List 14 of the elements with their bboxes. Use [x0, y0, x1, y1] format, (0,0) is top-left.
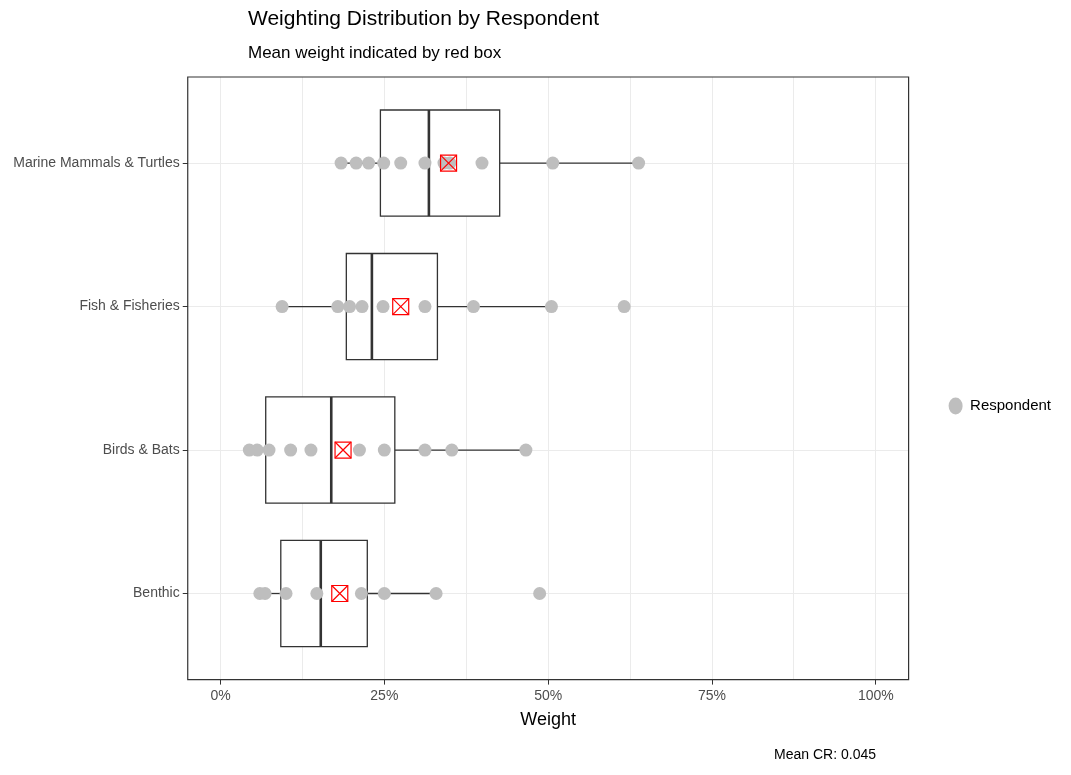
x-tick-label: 75% [697, 686, 727, 703]
y-tick-label: Marine Mammals & Turtles [13, 153, 180, 170]
chart-subtitle: Mean weight indicated by red box [248, 43, 502, 63]
legend-label: Respondent [970, 396, 1052, 414]
x-tick-label: 100% [857, 686, 894, 703]
x-tick-label: 50% [534, 686, 563, 703]
chart-title: Weighting Distribution by Respondent [248, 6, 599, 30]
y-tick-label: Birds & Bats [102, 440, 180, 457]
x-tick-label: 0% [210, 686, 231, 703]
x-axis-title: Weight [520, 709, 577, 730]
text: Mean CR: 0.045 [774, 746, 876, 762]
x-tick-label: 25% [370, 686, 399, 703]
y-tick-label: Fish & Fisheries [79, 297, 180, 314]
y-tick-label: Benthic [133, 584, 180, 601]
